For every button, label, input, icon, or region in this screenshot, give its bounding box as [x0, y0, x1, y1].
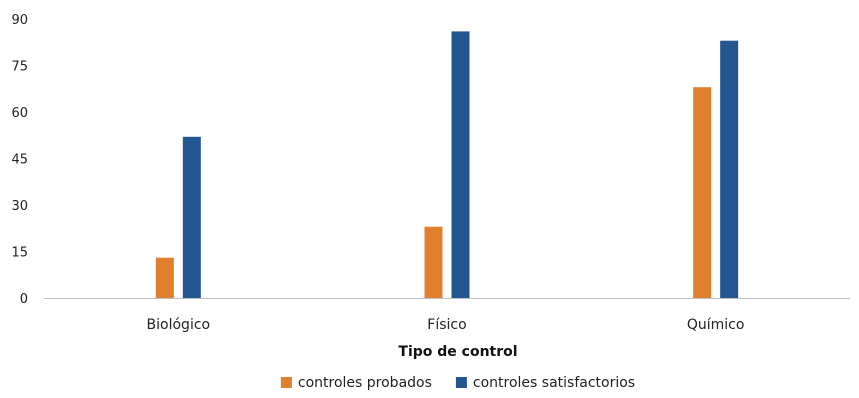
bar-controles-satisfactorios: [720, 40, 739, 298]
bar-controles-probados: [693, 87, 712, 298]
legend-swatch: [455, 377, 467, 388]
legend: controles probados controles satisfactori…: [280, 375, 635, 391]
bar-controles-satisfactorios: [182, 136, 201, 298]
bar-controles-satisfactorios: [451, 31, 470, 299]
y-tick-label: 30: [11, 199, 28, 214]
x-axis-title: Tipo de control: [398, 344, 517, 360]
legend-item: controles satisfactorios: [455, 375, 635, 391]
y-axis: 0 15 30 45 60 75 90: [11, 13, 28, 307]
y-tick-label: 45: [11, 153, 28, 168]
bar-controles-probados: [155, 257, 174, 298]
legend-label: controles satisfactorios: [473, 375, 635, 391]
y-tick-label: 0: [20, 292, 28, 307]
x-tick-label: Biológico: [147, 317, 211, 333]
y-tick-label: 60: [11, 106, 28, 121]
bars: [155, 31, 739, 299]
y-tick-label: 15: [11, 246, 28, 261]
x-axis: Biológico Físico Químico: [44, 298, 850, 333]
legend-item: controles probados: [280, 375, 432, 391]
legend-label: controles probados: [298, 375, 432, 391]
y-tick-label: 75: [11, 60, 28, 75]
bar-controles-probados: [424, 226, 443, 298]
y-tick-label: 90: [11, 13, 28, 28]
legend-swatch: [280, 377, 292, 388]
x-tick-label: Físico: [427, 317, 466, 333]
x-tick-label: Químico: [687, 317, 745, 333]
